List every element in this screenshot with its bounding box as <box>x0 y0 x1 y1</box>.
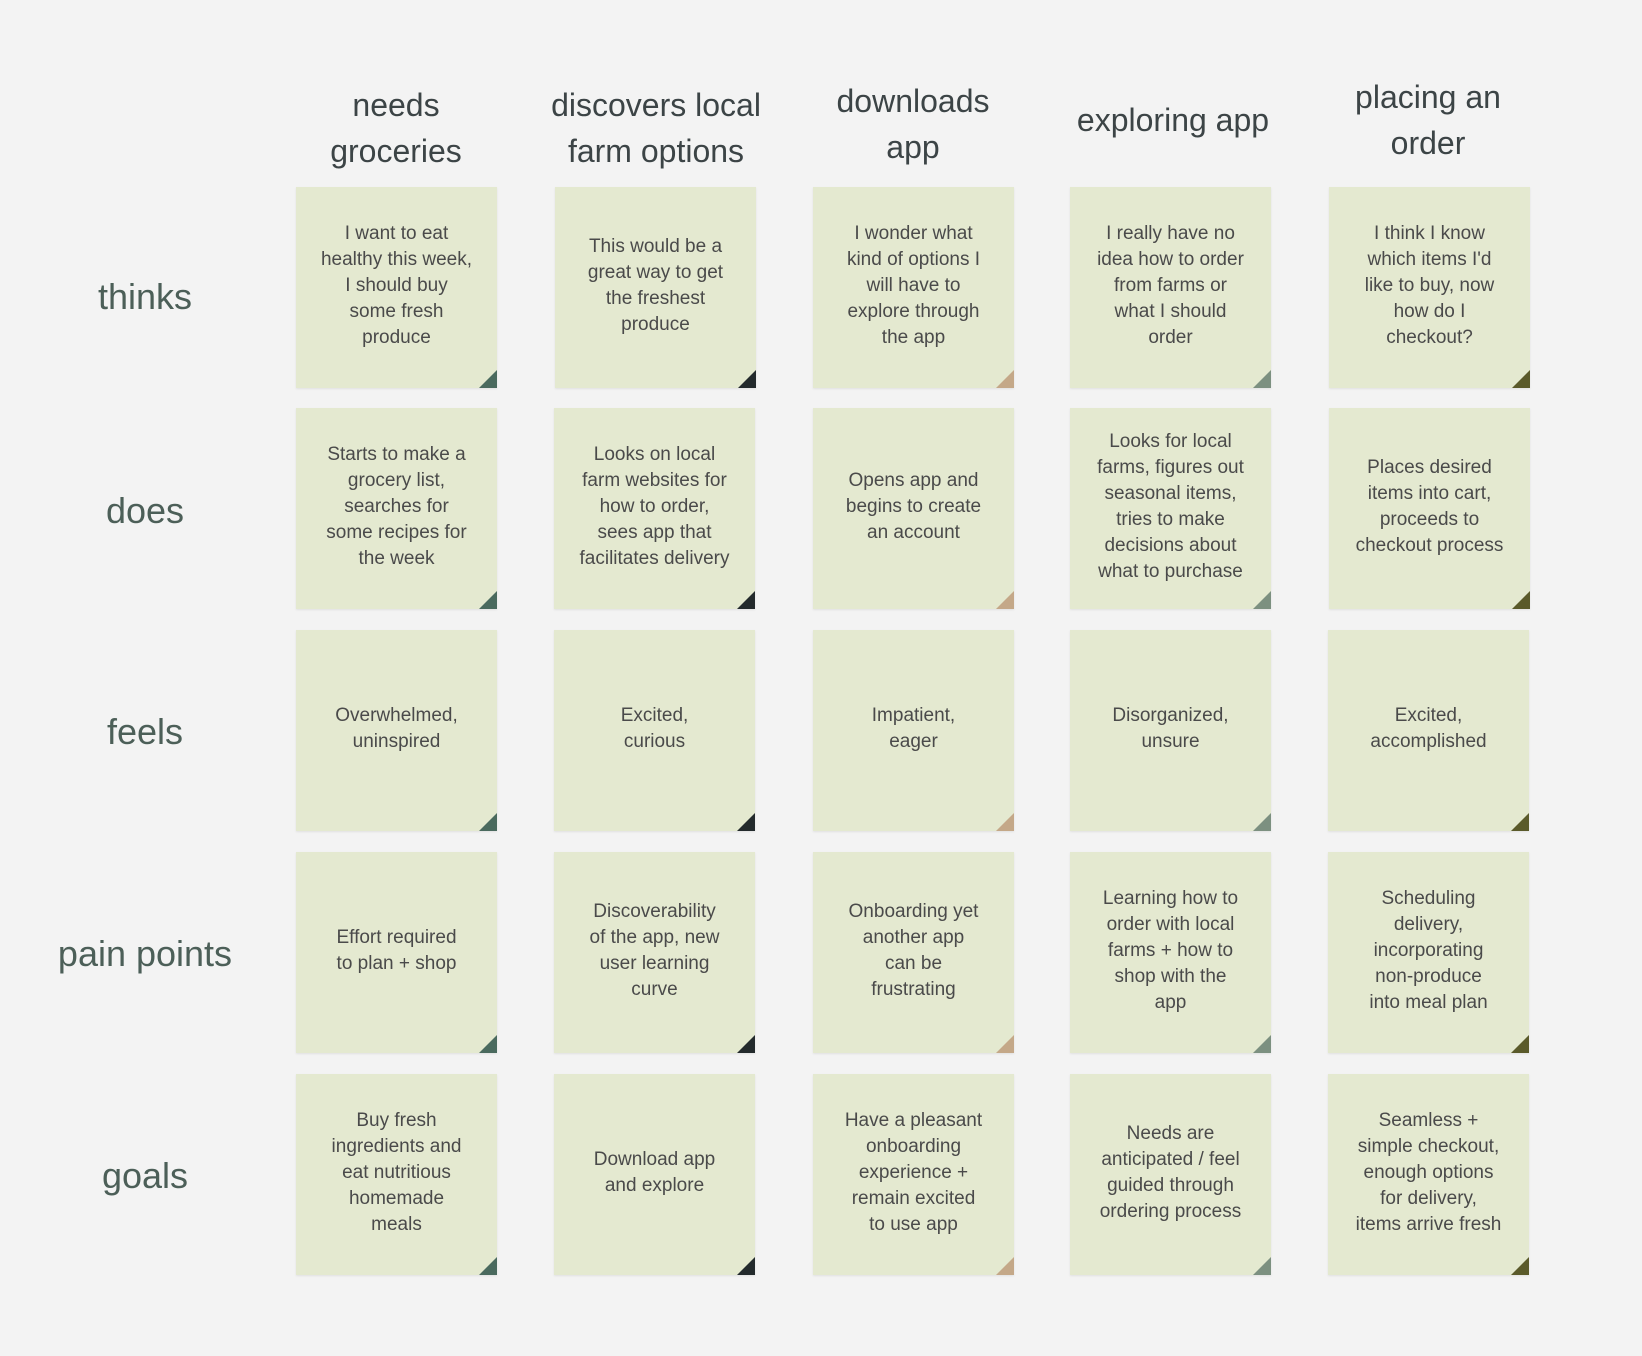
sticky-note[interactable]: Excited, curious <box>554 630 755 831</box>
sticky-note[interactable]: Opens app and begins to create an accoun… <box>813 408 1014 609</box>
note-text: Seamless + simple checkout, enough optio… <box>1355 1109 1502 1235</box>
note-fold-corner <box>738 370 756 388</box>
row-label: goals <box>101 1155 189 1196</box>
note-text: Learning how to order with local farms +… <box>1102 887 1239 1013</box>
column-header: discovers local farm options <box>551 87 761 169</box>
note-fold-corner <box>1511 813 1529 831</box>
note-text: I want to eat healthy this week, I shoul… <box>320 222 473 348</box>
sticky-note[interactable]: Impatient, eager <box>813 630 1014 831</box>
sticky-note[interactable]: Have a pleasant onboarding experience + … <box>813 1074 1014 1275</box>
sticky-note[interactable]: Scheduling delivery, incorporating non-p… <box>1328 852 1529 1053</box>
sticky-note[interactable]: Discoverability of the app, new user lea… <box>554 852 755 1053</box>
sticky-note[interactable]: Starts to make a grocery list, searches … <box>296 408 497 609</box>
note-fold-corner <box>1253 591 1271 609</box>
row-label: does <box>105 490 185 531</box>
note-text: Excited, curious <box>620 704 689 752</box>
sticky-note[interactable]: Disorganized, unsure <box>1070 630 1271 831</box>
note-fold-corner <box>737 1035 755 1053</box>
note-fold-corner <box>737 591 755 609</box>
sticky-note[interactable]: Looks on local farm websites for how to … <box>554 408 755 609</box>
note-fold-corner <box>996 813 1014 831</box>
note-text: Starts to make a grocery list, searches … <box>326 443 467 569</box>
note-text: Have a pleasant onboarding experience + … <box>844 1109 983 1235</box>
note-fold-corner <box>1253 1035 1271 1053</box>
note-text: I think I know which items I'd like to b… <box>1364 222 1495 348</box>
sticky-note[interactable]: Excited, accomplished <box>1328 630 1529 831</box>
sticky-note[interactable]: Looks for local farms, figures out seaso… <box>1070 408 1271 609</box>
note-fold-corner <box>479 1035 497 1053</box>
note-fold-corner <box>1512 591 1530 609</box>
note-text: Looks for local farms, figures out seaso… <box>1097 430 1244 582</box>
note-text: Excited, accomplished <box>1370 704 1487 752</box>
sticky-note[interactable]: I think I know which items I'd like to b… <box>1329 187 1530 388</box>
note-text: This would be a great way to get the fre… <box>587 235 724 335</box>
sticky-note[interactable]: Places desired items into cart, proceeds… <box>1329 408 1530 609</box>
sticky-note[interactable]: Effort required to plan + shop <box>296 852 497 1053</box>
row-label: pain points <box>57 933 233 974</box>
note-fold-corner <box>479 813 497 831</box>
note-fold-corner <box>1511 1257 1529 1275</box>
note-fold-corner <box>737 813 755 831</box>
sticky-note[interactable]: Seamless + simple checkout, enough optio… <box>1328 1074 1529 1275</box>
note-fold-corner <box>1511 1035 1529 1053</box>
sticky-note[interactable]: This would be a great way to get the fre… <box>555 187 756 388</box>
column-header: placing an order <box>1355 79 1501 161</box>
column-header: needs groceries <box>330 87 462 169</box>
note-text: Buy fresh ingredients and eat nutritious… <box>331 1109 462 1235</box>
note-text: I wonder what kind of options I will hav… <box>846 222 981 348</box>
note-fold-corner <box>479 591 497 609</box>
note-text: Needs are anticipated / feel guided thro… <box>1099 1122 1242 1222</box>
note-text: Onboarding yet another app can be frustr… <box>848 900 979 1000</box>
row-label: thinks <box>97 276 193 317</box>
note-text: Discoverability of the app, new user lea… <box>589 900 720 1000</box>
note-fold-corner <box>1253 370 1271 388</box>
note-text: Download app and explore <box>593 1148 716 1196</box>
sticky-note[interactable]: I really have no idea how to order from … <box>1070 187 1271 388</box>
sticky-note[interactable]: I wonder what kind of options I will hav… <box>813 187 1014 388</box>
note-text: Looks on local farm websites for how to … <box>579 443 730 569</box>
note-text: Places desired items into cart, proceeds… <box>1355 456 1504 556</box>
note-fold-corner <box>996 370 1014 388</box>
column-header: exploring app <box>1076 102 1270 138</box>
note-text: Opens app and begins to create an accoun… <box>845 469 982 543</box>
sticky-note[interactable]: Buy fresh ingredients and eat nutritious… <box>296 1074 497 1275</box>
note-text: Overwhelmed, uninspired <box>335 704 458 752</box>
note-fold-corner <box>737 1257 755 1275</box>
note-text: Effort required to plan + shop <box>336 926 457 974</box>
sticky-note[interactable]: I want to eat healthy this week, I shoul… <box>296 187 497 388</box>
sticky-note[interactable]: Overwhelmed, uninspired <box>296 630 497 831</box>
note-fold-corner <box>479 1257 497 1275</box>
note-text: Disorganized, unsure <box>1112 704 1229 752</box>
note-fold-corner <box>996 1257 1014 1275</box>
note-fold-corner <box>479 370 497 388</box>
sticky-note[interactable]: Onboarding yet another app can be frustr… <box>813 852 1014 1053</box>
note-fold-corner <box>1253 813 1271 831</box>
note-fold-corner <box>1253 1257 1271 1275</box>
column-header: downloads app <box>836 83 990 165</box>
note-fold-corner <box>996 1035 1014 1053</box>
note-text: Scheduling delivery, incorporating non-p… <box>1369 887 1488 1013</box>
note-fold-corner <box>1512 370 1530 388</box>
sticky-note[interactable]: Needs are anticipated / feel guided thro… <box>1070 1074 1271 1275</box>
row-label: feels <box>106 711 184 752</box>
note-fold-corner <box>996 591 1014 609</box>
sticky-note[interactable]: Download app and explore <box>554 1074 755 1275</box>
sticky-note[interactable]: Learning how to order with local farms +… <box>1070 852 1271 1053</box>
note-text: I really have no idea how to order from … <box>1097 222 1244 348</box>
note-text: Impatient, eager <box>871 704 956 752</box>
